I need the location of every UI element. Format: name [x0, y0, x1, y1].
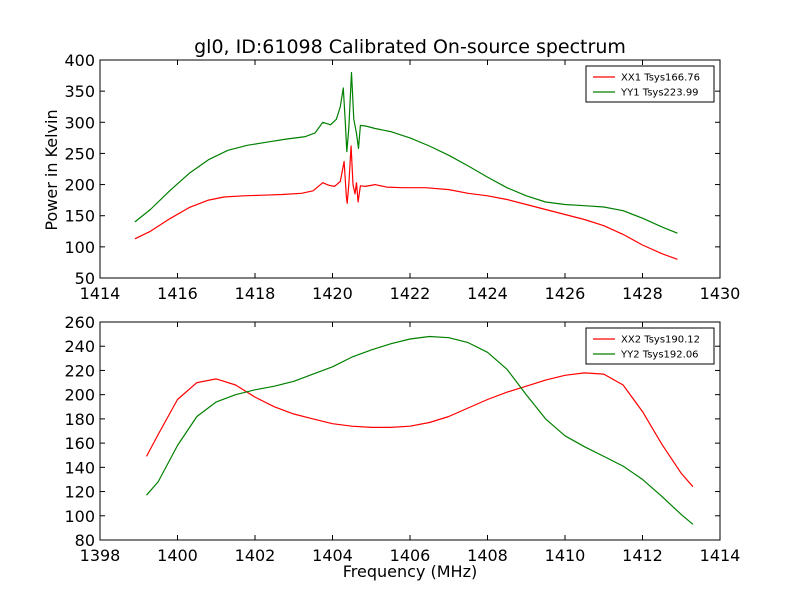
top-x-tick-label: 1424 [467, 284, 508, 303]
bottom-y-tick-label: 120 [64, 483, 95, 502]
top-x-tick-label: 1426 [545, 284, 586, 303]
bottom-x-tick-label: 1412 [622, 546, 663, 565]
bottom-y-tick-label: 160 [64, 434, 95, 453]
top-series-line-1 [134, 71, 678, 234]
top-x-tick-label: 1422 [390, 284, 431, 303]
bottom-y-tick-label: 260 [64, 313, 95, 332]
top-y-tick-label: 250 [64, 144, 95, 163]
top-y-tick-label: 400 [64, 51, 95, 70]
bottom-subplot: Frequency (MHz) 1398 1400 1402 1404 1406 1408… [64, 313, 740, 581]
bottom-x-axis-label: Frequency (MHz) [343, 562, 477, 581]
bottom-x-tick-label: 1402 [235, 546, 276, 565]
top-legend-label: YY1 Tsys223.99 [620, 88, 699, 99]
top-chart-title: gl0, ID:61098 Calibrated On-source spect… [194, 36, 626, 58]
bottom-x-tick-label: 1408 [467, 546, 508, 565]
bottom-series-group [145, 335, 694, 525]
bottom-y-tick-label: 100 [64, 507, 95, 526]
bottom-y-tick-label: 80 [75, 531, 95, 550]
bottom-x-tick-label: 1410 [545, 546, 586, 565]
top-subplot: gl0, ID:61098 Calibrated On-source spect… [42, 36, 740, 303]
top-y-tick-label: 100 [64, 238, 95, 257]
top-series-line-0 [134, 145, 678, 260]
top-y-tick-label: 300 [64, 113, 95, 132]
bottom-x-tick-label: 1406 [390, 546, 431, 565]
top-x-tick-label: 1420 [312, 284, 353, 303]
top-plot-frame [99, 59, 721, 279]
top-y-tick-label: 350 [64, 82, 95, 101]
bottom-x-tick-label: 1398 [80, 546, 121, 565]
top-y-tick-label: 200 [64, 176, 95, 195]
top-y-tick-label: 50 [75, 269, 95, 288]
bottom-x-tick-label: 1414 [700, 546, 741, 565]
top-legend-frame [585, 65, 715, 103]
bottom-series-line-0 [145, 372, 694, 488]
bottom-legend-label: XX2 Tsys190.12 [621, 335, 700, 346]
top-x-tick-label: 1430 [700, 284, 741, 303]
top-legend-label: XX1 Tsys166.76 [621, 73, 700, 84]
bottom-y-tick-label: 200 [64, 386, 95, 405]
top-ticks-group: 1414 1416 1418 1420 1422 1424 1426 1428 1430 50 10… [64, 51, 740, 303]
bottom-y-tick-label: 180 [64, 410, 95, 429]
bottom-x-tick-label: 1400 [157, 546, 198, 565]
bottom-plot-frame [99, 321, 721, 541]
bottom-y-tick-label: 220 [64, 361, 95, 380]
bottom-legend: XX2 Tsys190.12 YY2 Tsys192.06 [585, 327, 715, 365]
bottom-legend-frame [585, 327, 715, 365]
top-legend: XX1 Tsys166.76 YY1 Tsys223.99 [585, 65, 715, 103]
top-y-tick-label: 150 [64, 207, 95, 226]
bottom-x-tick-label: 1404 [312, 546, 353, 565]
top-series-group [134, 71, 678, 260]
bottom-legend-label: YY2 Tsys192.06 [620, 350, 699, 361]
top-x-tick-label: 1416 [157, 284, 198, 303]
top-x-tick-label: 1418 [235, 284, 276, 303]
bottom-series-line-1 [146, 335, 694, 525]
top-x-tick-label: 1414 [80, 284, 121, 303]
top-x-tick-label: 1428 [622, 284, 663, 303]
top-y-axis-label: Power in Kelvin [42, 109, 61, 230]
bottom-y-tick-label: 240 [64, 337, 95, 356]
bottom-ticks-group: 1398 1400 1402 1404 1406 1408 1410 1412 1414 80 10… [64, 313, 740, 565]
bottom-y-tick-label: 140 [64, 458, 95, 477]
